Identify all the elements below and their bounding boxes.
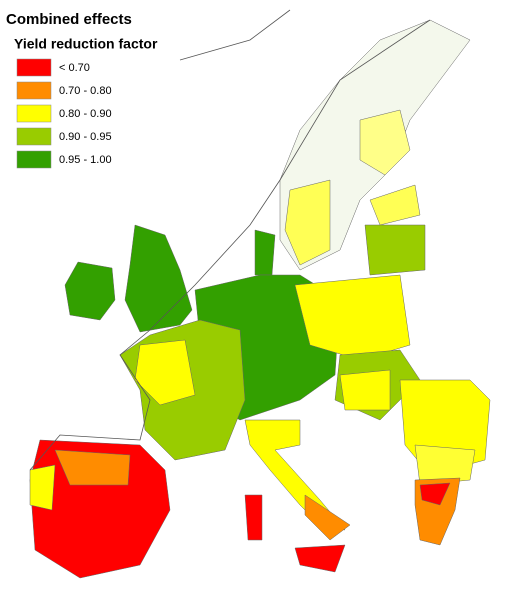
ireland bbox=[64, 261, 116, 321]
baltic bbox=[364, 224, 426, 276]
legend-swatch bbox=[16, 127, 52, 146]
map-regions bbox=[29, 19, 491, 579]
finland-south bbox=[359, 109, 411, 176]
greece-north bbox=[419, 482, 451, 506]
bulgaria bbox=[414, 444, 476, 486]
legend-label: 0.80 - 0.90 bbox=[59, 108, 112, 120]
legend-swatch bbox=[16, 81, 52, 100]
legend-label: 0.70 - 0.80 bbox=[59, 85, 112, 97]
coastline-north bbox=[179, 9, 291, 61]
italy bbox=[244, 419, 346, 531]
legend: < 0.70 0.70 - 0.80 0.80 - 0.90 0.90 - 0.95 0… bbox=[16, 58, 112, 169]
great-britain bbox=[124, 224, 193, 333]
hungary bbox=[339, 369, 391, 411]
france-north bbox=[134, 339, 196, 406]
legend-swatch bbox=[16, 58, 52, 77]
sardinia bbox=[244, 494, 263, 541]
legend-label: < 0.70 bbox=[59, 62, 90, 74]
legend-title: Yield reduction factor bbox=[14, 36, 158, 52]
sicily bbox=[294, 544, 346, 573]
coastline bbox=[29, 19, 431, 471]
coastlines bbox=[29, 9, 431, 471]
denmark bbox=[254, 229, 276, 276]
legend-swatch bbox=[16, 104, 52, 123]
spain-north bbox=[54, 449, 131, 486]
map-title: Combined effects bbox=[6, 11, 132, 28]
estonia bbox=[369, 184, 421, 226]
portugal-north bbox=[29, 464, 56, 511]
legend-label: 0.95 - 1.00 bbox=[59, 154, 112, 166]
legend-label: 0.90 - 0.95 bbox=[59, 131, 112, 143]
legend-swatch bbox=[16, 150, 52, 169]
italy-south bbox=[304, 494, 351, 541]
sweden-south bbox=[284, 179, 331, 266]
